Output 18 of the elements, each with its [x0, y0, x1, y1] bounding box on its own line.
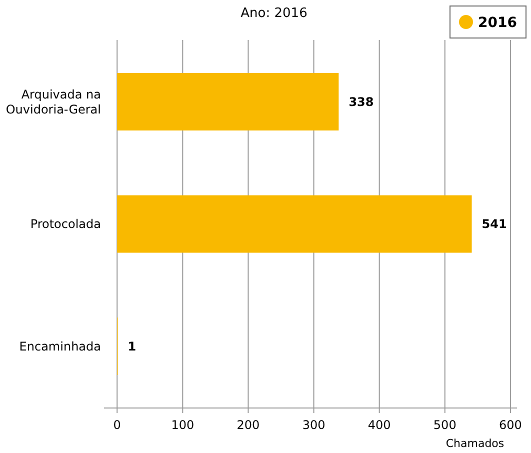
x-tick-label: 500 [433, 418, 456, 432]
y-tick-label: Encaminhada [19, 339, 101, 354]
x-tick-label: 100 [171, 418, 194, 432]
legend-label: 2016 [478, 14, 517, 31]
x-tick-label: 200 [236, 418, 260, 432]
x-tick-label: 600 [498, 418, 522, 432]
x-tick-label: 0 [113, 418, 121, 432]
x-axis-title: Chamados [446, 437, 504, 450]
chart-title: Ano: 2016 [240, 6, 308, 21]
bar [117, 195, 472, 253]
y-tick-label: Protocolada [30, 217, 101, 232]
bar [117, 73, 339, 130]
data-label: 541 [482, 217, 507, 232]
y-tick-label: Arquivada na Ouvidoria-Geral [6, 87, 101, 116]
x-tick-label: 300 [302, 418, 326, 432]
data-label: 338 [348, 94, 374, 109]
x-tick-label: 400 [368, 418, 391, 432]
data-label: 1 [128, 339, 136, 354]
